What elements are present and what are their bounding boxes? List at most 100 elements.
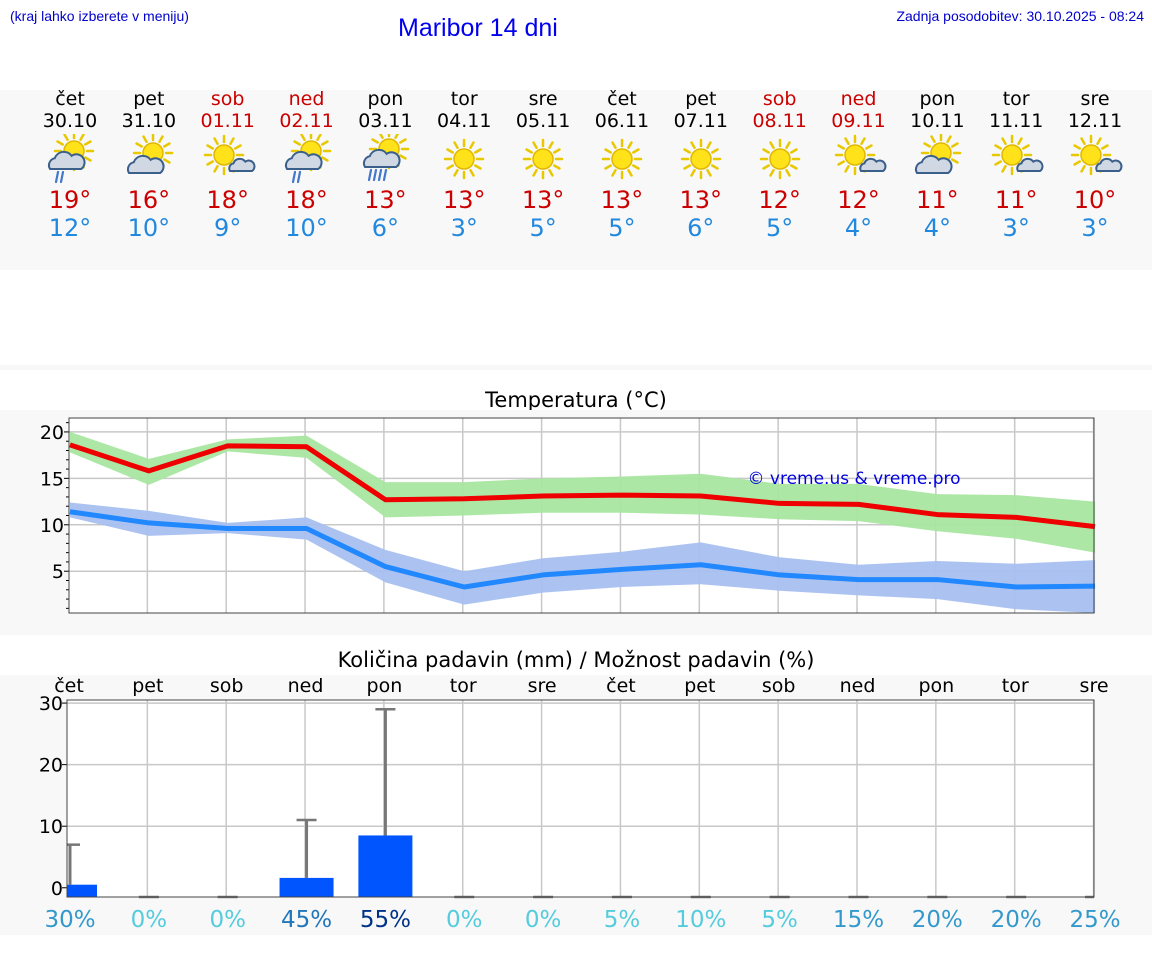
day-column: sre 12.11 10° 3°: [1055, 88, 1135, 242]
temp-max: 13°: [521, 186, 565, 214]
day-name: ned: [288, 88, 325, 110]
temp-max: 12°: [837, 186, 880, 214]
day-name: sre: [1080, 88, 1110, 110]
temp-chart-title: Temperatura (°C): [485, 388, 667, 412]
temp-max: 18°: [206, 186, 249, 214]
partly-cloudy-heavy-rain-icon: [363, 134, 410, 182]
temp-max: 13°: [442, 186, 486, 214]
day-column: sre 05.11 13° 5°: [503, 88, 583, 242]
day-axis-label: sre: [1080, 675, 1109, 697]
day-axis-label: pet: [132, 675, 163, 697]
day-date: 01.11: [200, 110, 255, 132]
day-name: čet: [55, 88, 85, 110]
day-name: sob: [210, 88, 245, 110]
day-column: sob 01.11 18° 9°: [188, 88, 268, 242]
day-name: čet: [607, 88, 637, 110]
max-temp-line: [69, 442, 1096, 530]
temp-max: 12°: [758, 186, 801, 214]
day-column: tor 04.11 13° 3°: [424, 88, 504, 242]
day-axis-label: ned: [288, 675, 324, 697]
temp-max: 10°: [1073, 186, 1117, 214]
precip-probability: 55%: [360, 907, 411, 933]
temp-min: 3°: [450, 214, 478, 242]
y-tick-label: 30: [39, 693, 63, 715]
y-tick-label: 10: [39, 816, 63, 838]
temp-min: 10°: [127, 214, 171, 242]
day-name: pet: [133, 88, 165, 110]
precip-probability: 45%: [281, 907, 332, 933]
day-column: pet 31.10 16° 10°: [109, 88, 189, 242]
temp-min: 4°: [844, 214, 873, 242]
day-column: sob 08.11 12° 5°: [740, 88, 820, 242]
day-date: 12.11: [1067, 110, 1123, 132]
day-column: tor 11.11 11° 3°: [976, 88, 1056, 242]
precip-probability: 20%: [991, 907, 1042, 933]
day-name: pon: [919, 88, 956, 110]
temp-min: 12°: [48, 214, 92, 242]
day-name: pet: [685, 88, 717, 110]
mostly-sunny-icon: [1070, 134, 1123, 176]
day-column: pet 07.11 13° 6°: [661, 88, 741, 242]
temp-min: 5°: [608, 214, 636, 242]
day-axis-label: pet: [684, 675, 715, 697]
day-column: čet 30.10 19° 12°: [30, 88, 110, 242]
plot-frame: [66, 699, 1095, 898]
day-column: čet 06.11 13° 5°: [582, 88, 662, 242]
day-axis-label: sob: [210, 675, 244, 697]
temp-min: 4°: [923, 214, 951, 242]
day-axis-label: sob: [762, 675, 796, 697]
temp-min: 6°: [687, 214, 715, 242]
sunny-icon: [680, 138, 722, 180]
divider: [0, 365, 1152, 370]
day-axis-label: čet: [606, 675, 636, 697]
day-date: 10.11: [910, 110, 965, 132]
day-date: 04.11: [437, 110, 492, 132]
day-date: 30.10: [42, 110, 98, 132]
precip-probability: 30%: [44, 907, 95, 933]
sunny-icon: [601, 138, 643, 180]
precip-chart-title: Količina padavin (mm) / Možnost padavin …: [337, 648, 815, 672]
precipitation-chart: čet pet sob ned pon tor sre čet pet sob ned pon tor s…: [39, 675, 1121, 933]
day-date: 09.11: [831, 110, 886, 132]
location-hint: (kraj lahko izberete v meniju): [10, 8, 189, 24]
temp-min: 10°: [285, 214, 328, 242]
min-temp-line: [69, 509, 1096, 590]
forecast-strip-bg: [0, 90, 1152, 270]
day-column: ned 09.11 12° 4°: [819, 88, 899, 242]
precip-bar: [279, 877, 334, 897]
temp-min: 5°: [529, 214, 557, 242]
day-date: 08.11: [752, 110, 807, 132]
day-name: pon: [367, 88, 404, 110]
temp-min: 3°: [1002, 214, 1030, 242]
day-name: tor: [450, 88, 478, 110]
temp-max: 19°: [48, 186, 92, 214]
precip-probability: 5%: [761, 907, 798, 933]
last-update: Zadnja posodobitev: 30.10.2025 - 08:24: [896, 8, 1144, 24]
precip-probability: 20%: [912, 907, 963, 933]
temp-max: 13°: [679, 186, 723, 214]
y-tick-label: 20: [39, 755, 63, 777]
day-name: ned: [840, 88, 877, 110]
temp-min: 3°: [1081, 214, 1109, 242]
sunny-icon: [444, 138, 485, 180]
day-name: tor: [1002, 88, 1030, 110]
precip-probability: 25%: [1069, 907, 1120, 933]
precip-probability: 0%: [131, 907, 168, 933]
day-column: pon 03.11 13° 6°: [345, 88, 425, 242]
min-range-band: [70, 502, 1096, 613]
day-axis-label: tor: [450, 675, 477, 697]
y-tick-label: 15: [40, 468, 64, 490]
precip-probability: 0%: [446, 907, 483, 933]
partly-cloudy-icon: [126, 134, 174, 174]
watermark: © vreme.us & vreme.pro: [747, 469, 960, 489]
temp-max: 11°: [916, 186, 959, 214]
temperature-chart: 5 10 15 20 © vreme.us & vreme.pro: [40, 417, 1096, 614]
y-tick-label: 5: [52, 561, 64, 583]
mostly-sunny-icon: [991, 134, 1044, 176]
temp-max: 16°: [127, 186, 171, 214]
precip-probability: 15%: [833, 907, 884, 933]
temp-min: 9°: [214, 214, 242, 242]
temp-max: 13°: [600, 186, 644, 214]
precip-probability: 10%: [675, 907, 726, 933]
y-tick-label: 0: [51, 878, 63, 900]
